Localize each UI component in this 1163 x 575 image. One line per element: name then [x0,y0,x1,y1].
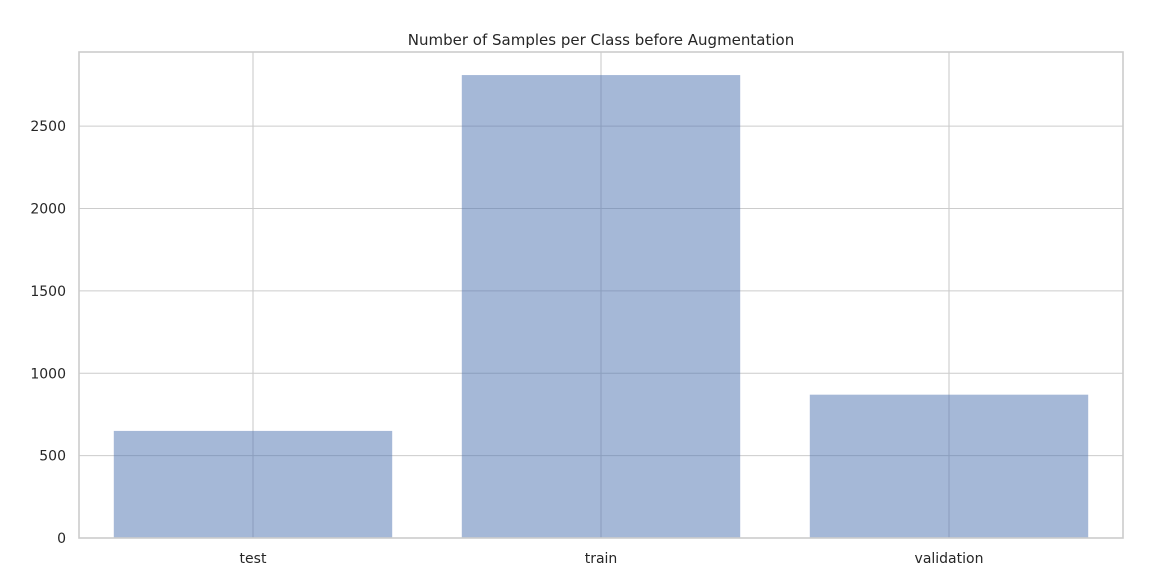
y-tick-label: 1500 [30,284,66,300]
bar-validation [809,394,1089,538]
y-tick-label: 0 [57,531,66,547]
y-tick-label: 1000 [30,366,66,382]
bars [113,75,1089,539]
bar-train [461,75,741,539]
y-tick-label: 2500 [30,119,66,135]
x-axis-ticks: test train validation [240,551,984,567]
x-tick-label: test [240,551,267,567]
bar-test [113,430,393,538]
chart-title: Number of Samples per Class before Augme… [408,31,794,49]
y-tick-label: 500 [39,449,66,465]
y-axis-ticks: 0 500 1000 1500 2000 2500 [30,119,66,547]
y-tick-label: 2000 [30,202,66,218]
plot-frame [78,51,1124,539]
x-tick-label: train [585,551,618,567]
x-tick-label: validation [915,551,984,567]
